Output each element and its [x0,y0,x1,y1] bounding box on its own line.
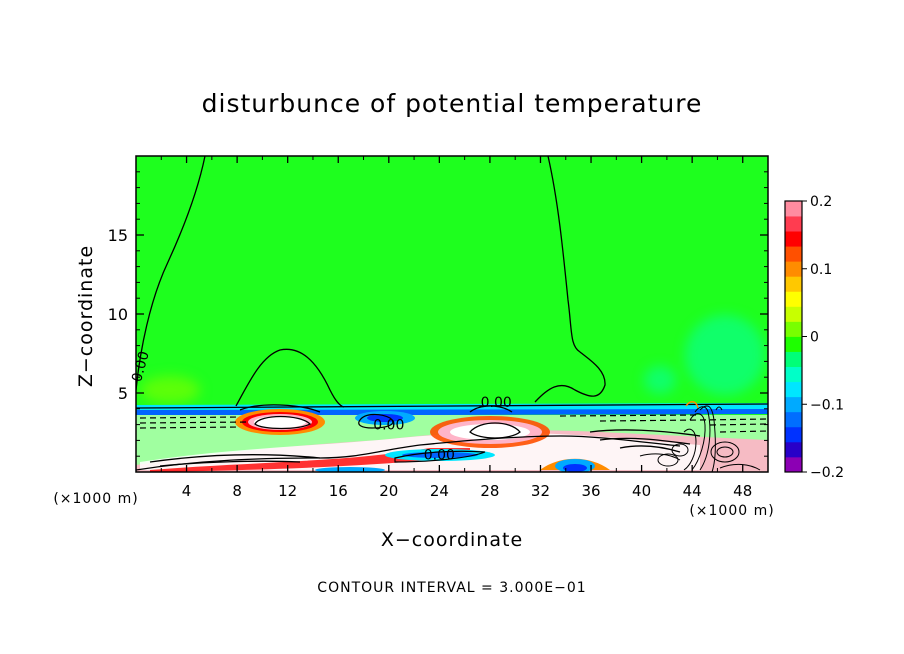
colorbar-swatch [785,276,802,292]
colorbar-tick-label: −0.2 [810,465,844,481]
zero-contour-hill [235,348,345,408]
contour-labels: 0.00 0.00 0.00 0.00 [129,350,512,464]
colorbar-swatch [785,201,802,217]
colorbar-swatch [785,366,802,383]
contour-label: 0.00 [129,350,153,384]
colorbar-swatch [785,216,802,232]
turbulent-contours [639,401,761,472]
x-tick-label: 16 [329,482,348,500]
y-axis-label: Z−coordinate [75,245,97,387]
zero-contours [136,156,768,471]
plot-area [136,156,768,472]
x-tick-label: 24 [430,482,449,500]
colorbar-swatch [785,426,802,443]
x-tick-label: 20 [379,482,398,500]
x-tick-label: 44 [683,482,702,500]
colorbar-swatch [785,321,802,337]
colorbar-swatch [785,261,802,277]
colorbar-swatch [785,246,802,262]
colorbar-swatch [785,396,802,413]
zero-contour-left [136,156,206,391]
x-tick-label: 40 [632,482,651,500]
zero-contour-right [534,156,606,403]
colorbar-tick-label: −0.1 [810,397,844,413]
contour-label: 0.00 [373,417,404,433]
chart-title: disturbunce of potential temperature [202,89,703,118]
y-tick-label: 5 [118,384,128,403]
y-axis: 5 10 15 [108,171,768,457]
x-tick-label: 36 [581,482,600,500]
colorbar-swatch [785,336,802,352]
contour-label: 0.00 [481,395,512,411]
y-tick-label: 10 [108,305,128,324]
colorbar-swatch [785,351,802,368]
x-unit-right: (×1000 m) [689,503,774,519]
cool-blob-outlines [358,413,486,463]
contour-label: 0.00 [424,447,455,463]
colorbar-swatch [785,456,802,473]
colorbar-swatch [785,291,802,307]
negative-contours [139,414,768,433]
x-tick-label: 4 [182,482,192,500]
colorbar-swatch [785,381,802,398]
x-tick-label: 8 [232,482,242,500]
contour-interval-footer: CONTOUR INTERVAL = 3.000E−01 [317,580,586,596]
colorbar-swatch [785,231,802,247]
y-tick-label: 15 [108,226,128,245]
x-unit-left: (×1000 m) [53,491,138,507]
x-tick-label: 32 [531,482,550,500]
colorbar-swatch [785,411,802,428]
colorbar-tick-label: 0 [810,330,819,346]
x-axis: 4 8 12 16 20 24 28 32 36 40 44 48 [160,156,752,500]
x-tick-label: 28 [480,482,499,500]
colorbar: 0.2 0.1 0 −0.1 −0.2 [784,194,844,481]
weak-anomaly-regions [140,315,765,404]
colorbar-tick-label: 0.2 [810,194,832,210]
colorbar-swatch [785,306,802,322]
colorbar-tick-label: 0.1 [810,262,832,278]
x-tick-label: 48 [733,482,752,500]
x-tick-label: 12 [278,482,297,500]
x-axis-label: X−coordinate [381,529,523,551]
colorbar-swatch [785,441,802,458]
